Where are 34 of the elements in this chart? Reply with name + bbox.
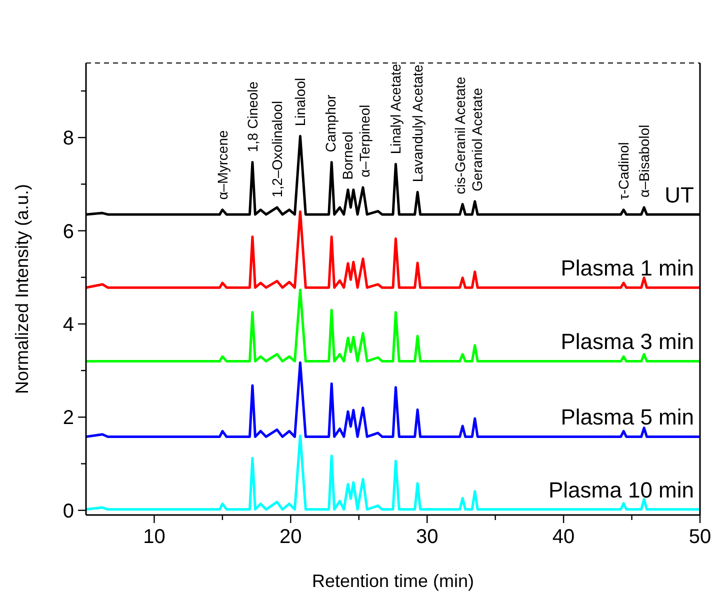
annotation: 1,8 Cineole <box>244 81 260 152</box>
annotation: Geraniol Acetate <box>469 88 486 192</box>
annotation: Borneol <box>340 131 356 180</box>
y-tick-label: 0 <box>62 500 74 522</box>
line-series <box>84 434 702 511</box>
line-series <box>84 210 702 289</box>
annotation: α–Myrcene <box>214 130 230 200</box>
y-tick-label: 2 <box>62 407 74 430</box>
x-axis-title: Retention time (min) <box>312 571 474 591</box>
annotation: 1,2–Oxolinalool <box>269 100 286 198</box>
x-tick-label: 30 <box>416 526 438 548</box>
line-series <box>84 288 702 362</box>
annotation: Linalool <box>292 78 308 126</box>
y-tick-label: 8 <box>62 128 74 150</box>
x-tick-label: 10 <box>143 526 166 548</box>
x-tick-label: 20 <box>280 526 302 548</box>
annotation: α–Terpineol <box>356 104 373 178</box>
x-tick-label: 40 <box>552 526 575 548</box>
series-label: Plasma 5 min <box>560 404 694 430</box>
series-label: Plasma 1 min <box>560 256 694 281</box>
y-tick-label: 6 <box>62 220 74 243</box>
series-label: Plasma 3 min <box>560 329 694 354</box>
line-series <box>84 361 702 438</box>
x-tick-label: 50 <box>688 526 712 548</box>
annotation: τ-Cadinol <box>616 142 632 200</box>
annotation: cis-Geranil Acetate <box>452 76 468 194</box>
annotation: Linalyl Acetate <box>388 64 404 154</box>
series-label: UT <box>664 182 694 208</box>
annotation: Camphor <box>322 94 339 152</box>
annotation: Lavandulyl Acetate <box>410 64 426 182</box>
y-axis-title: Normalized Intensity (a.u.) <box>12 184 32 394</box>
y-tick-label: 4 <box>62 314 74 336</box>
series-label: Plasma 10 min <box>548 477 694 502</box>
annotation: α–Bisabolol <box>636 124 652 198</box>
